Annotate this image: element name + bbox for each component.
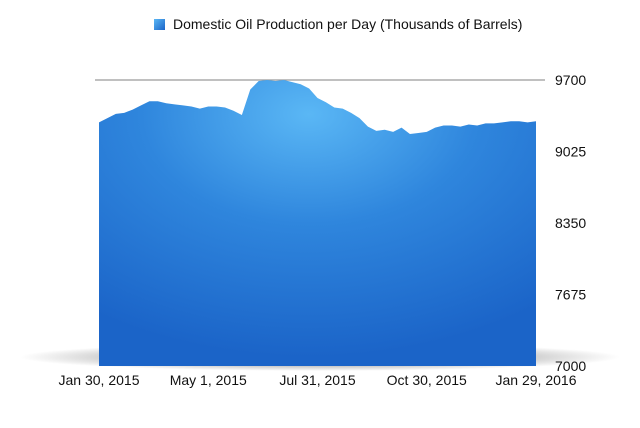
legend: Domestic Oil Production per Day (Thousan… [154,16,522,32]
series-area-domestic-oil-production [99,80,536,366]
y-axis-ticks: 9700 9025 8350 7675 7000 [555,72,586,374]
legend-swatch [154,19,165,30]
y-tick-label: 8350 [555,215,586,231]
x-tick-label: Oct 30, 2015 [387,372,467,388]
y-tick-label: 9700 [555,72,586,88]
x-tick-label: Jan 30, 2015 [59,372,140,388]
x-tick-label: Jan 29, 2016 [496,372,577,388]
area-layer [99,80,536,366]
legend-label: Domestic Oil Production per Day (Thousan… [173,16,522,32]
x-axis-ticks: Jan 30, 2015 May 1, 2015 Jul 31, 2015 Oct 3… [59,372,577,388]
y-tick-label: 7675 [555,287,586,303]
x-tick-label: May 1, 2015 [170,372,247,388]
y-tick-label: 9025 [555,144,586,160]
x-tick-label: Jul 31, 2015 [279,372,355,388]
y-tick-label: 7000 [555,358,586,374]
